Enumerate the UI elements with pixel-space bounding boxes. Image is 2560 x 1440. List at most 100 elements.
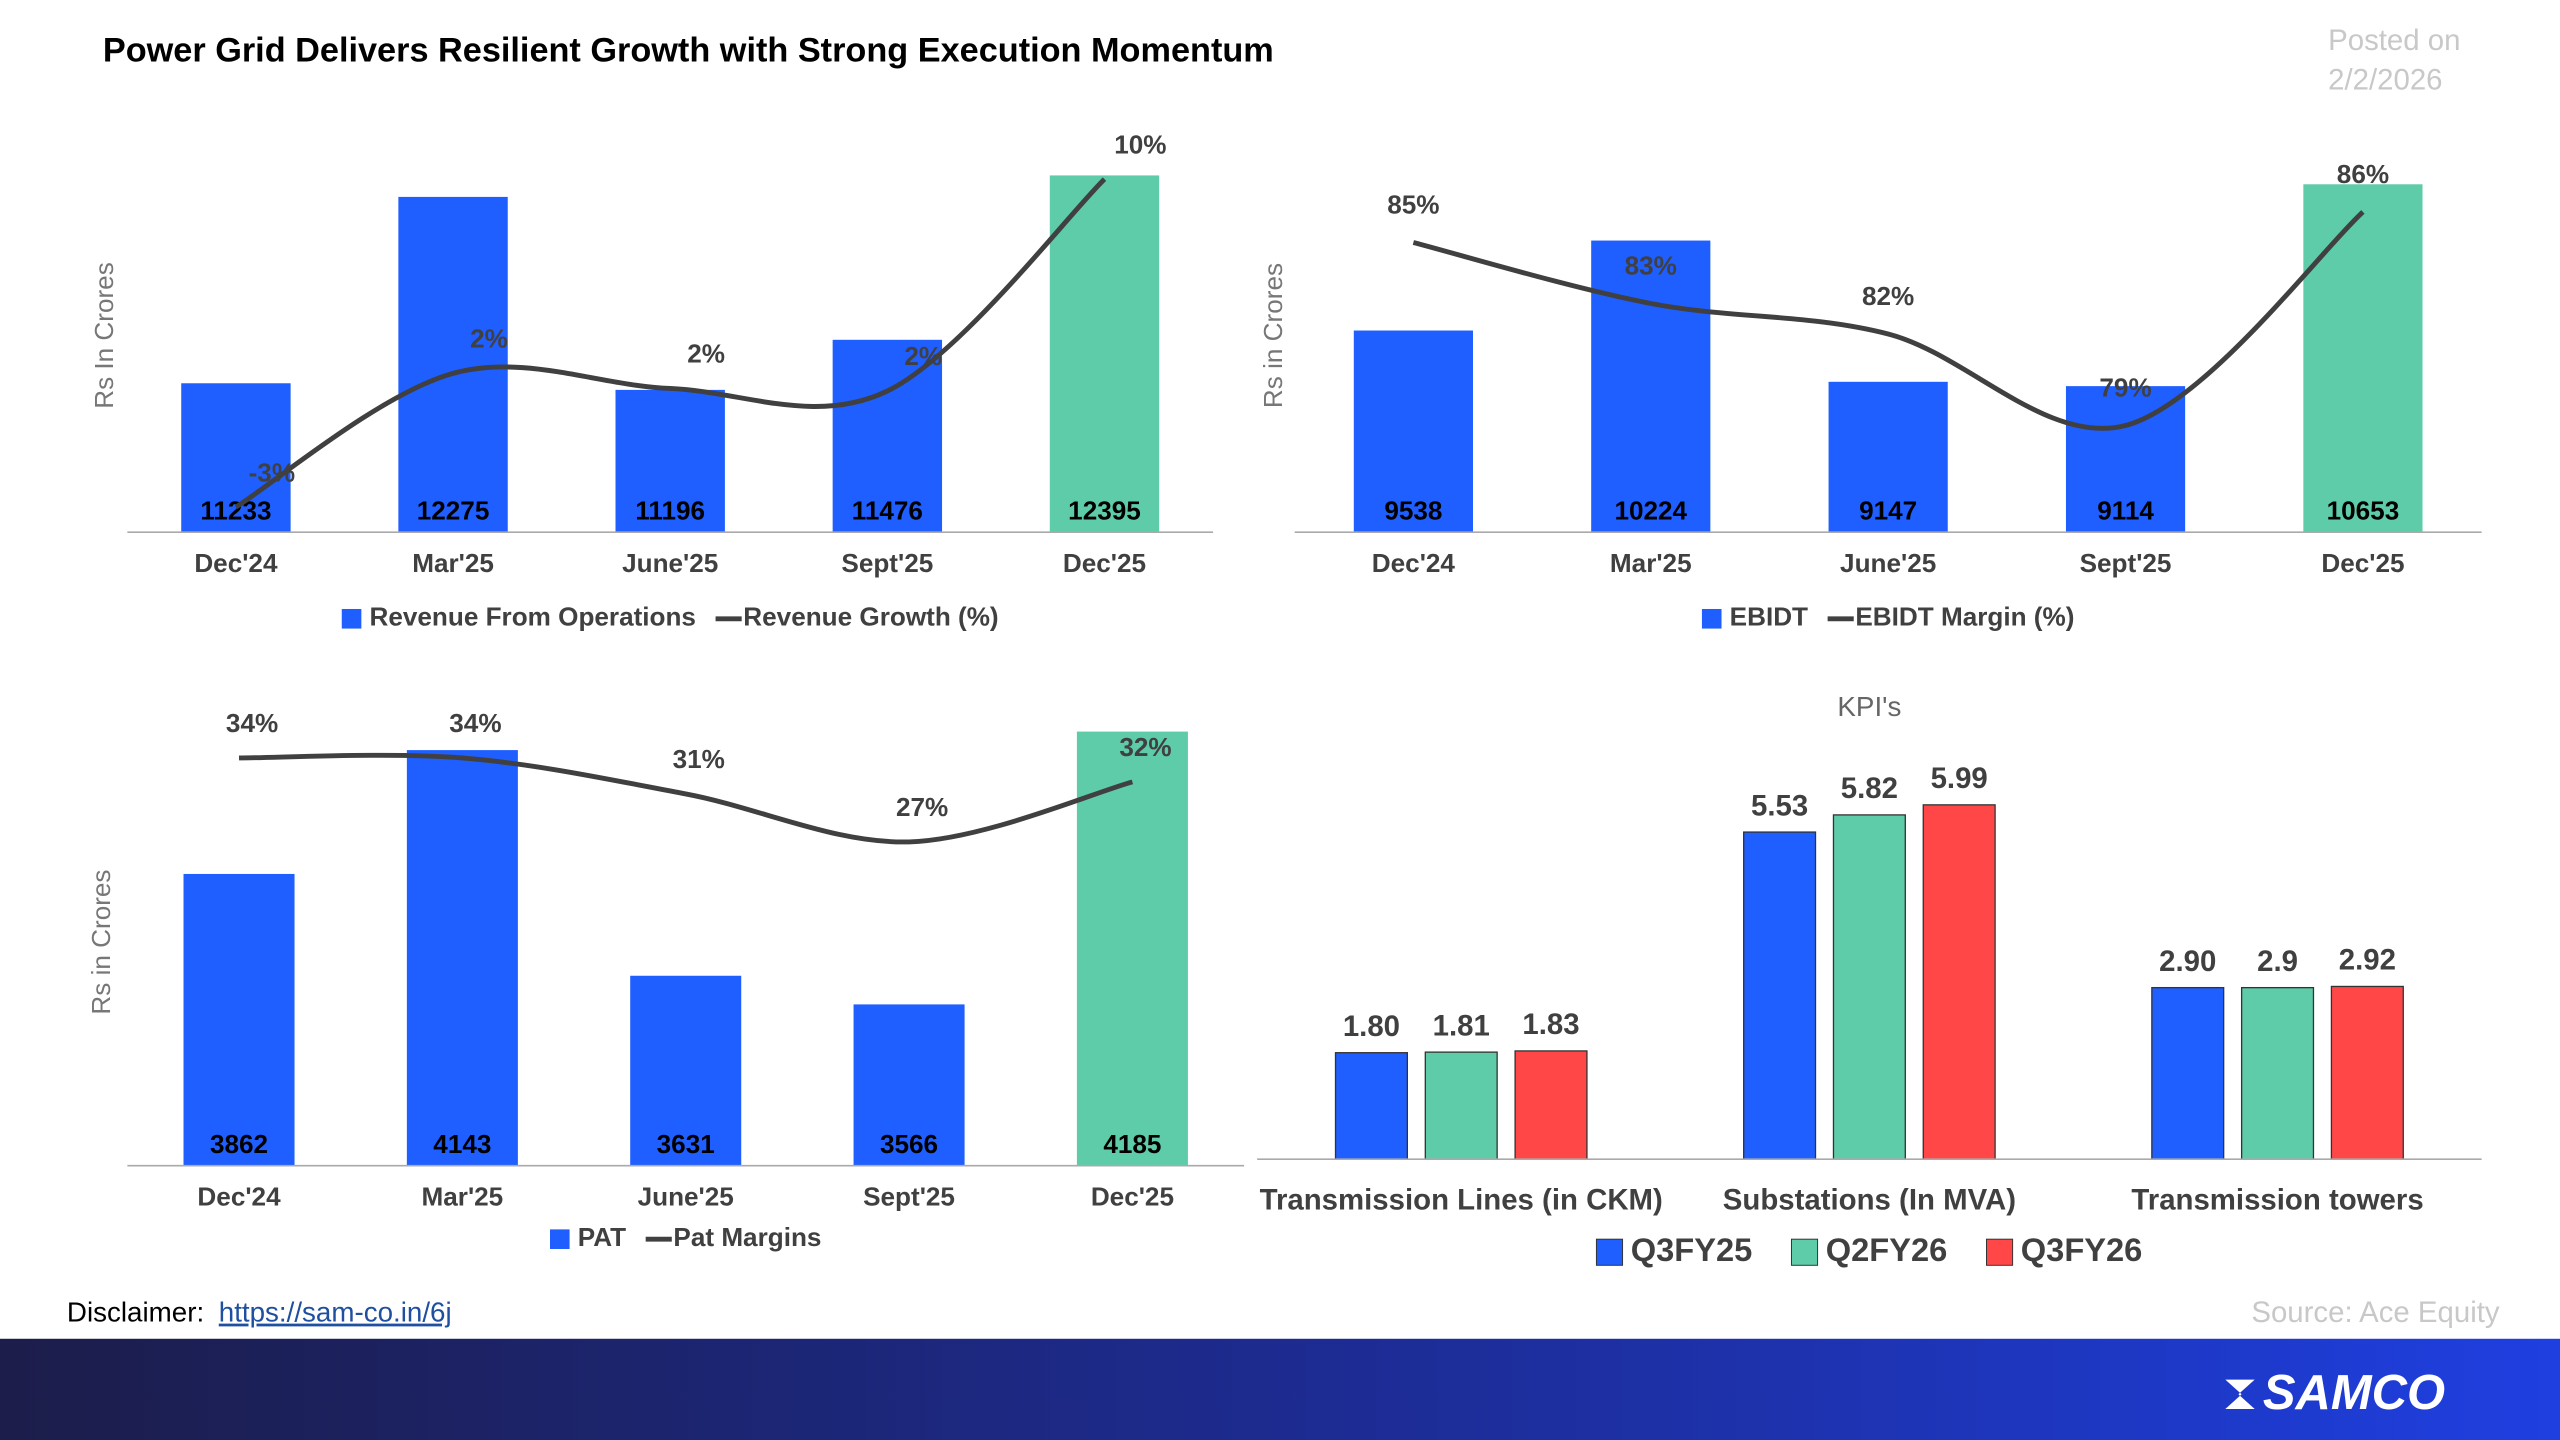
x-tick-label: Sept'25 xyxy=(841,548,933,578)
x-tick-label: Dec'24 xyxy=(194,548,278,578)
bar xyxy=(1514,1050,1588,1160)
bar xyxy=(2151,986,2225,1160)
legend-label: Revenue From Operations xyxy=(370,602,696,632)
bar-label: 10224 xyxy=(1614,496,1687,526)
footer-band xyxy=(0,1338,2560,1440)
x-tick-label: June'25 xyxy=(1840,548,1936,578)
source: Source: Ace Equity xyxy=(2251,1296,2500,1329)
y-axis-title: Rs In Crores xyxy=(89,262,119,409)
bar-label: 3631 xyxy=(657,1129,715,1159)
line-label: -3% xyxy=(249,457,295,487)
bar-label: 11196 xyxy=(635,496,705,526)
bar xyxy=(1076,731,1188,1166)
line-label: 34% xyxy=(226,708,278,738)
line-label: 83% xyxy=(1625,250,1677,280)
x-tick-label: June'25 xyxy=(622,548,718,578)
legend-label: Q3FY26 xyxy=(2021,1231,2143,1268)
x-tick-label: Transmission Lines (in CKM) xyxy=(1260,1183,1663,1216)
logo: SAMCO xyxy=(2263,1366,2445,1420)
bar-label: 4143 xyxy=(433,1129,491,1159)
bar xyxy=(832,339,943,533)
line-label: 82% xyxy=(1862,281,1914,311)
x-tick-label: Transmission towers xyxy=(2131,1183,2423,1216)
x-tick-label: Dec'24 xyxy=(197,1181,281,1211)
bar-label: 1.80 xyxy=(1343,1010,1400,1043)
y-axis-title: Rs in Crores xyxy=(1258,263,1288,408)
x-tick-label: Mar'25 xyxy=(1610,548,1692,578)
bar xyxy=(1743,831,1817,1160)
bar xyxy=(615,389,725,533)
line-label: 27% xyxy=(896,792,948,822)
bar-label: 9114 xyxy=(2097,496,2154,526)
legend: EBIDT EBIDT Margin (%) xyxy=(1701,602,2074,632)
bar-label: 1.81 xyxy=(1433,1009,1490,1042)
line-label: 86% xyxy=(2337,159,2389,189)
x-tick-label: Mar'25 xyxy=(422,1181,504,1211)
line-label: 2% xyxy=(687,339,725,369)
x-tick-label: Sept'25 xyxy=(2080,548,2172,578)
bar xyxy=(2065,386,2186,533)
line-label: 32% xyxy=(1119,732,1171,762)
posted-date: 2/2/2026 xyxy=(2328,63,2442,96)
legend-swatch xyxy=(1701,608,1722,629)
bar xyxy=(2303,184,2423,533)
bar xyxy=(630,975,742,1166)
legend-label: Revenue Growth (%) xyxy=(743,602,998,632)
bar xyxy=(1828,381,1948,533)
line-label: 10% xyxy=(1114,129,1166,159)
bar xyxy=(183,873,295,1166)
legend-label: EBIDT Margin (%) xyxy=(1855,602,2074,632)
x-tick-label: Dec'25 xyxy=(1091,1181,1174,1211)
x-tick-label: Dec'25 xyxy=(2321,548,2404,578)
x-tick-label: June'25 xyxy=(638,1181,734,1211)
legend-label: Pat Margins xyxy=(673,1222,821,1252)
bar xyxy=(1353,330,1473,533)
bar-label: 3566 xyxy=(880,1129,938,1159)
bar-label: 5.53 xyxy=(1751,789,1808,822)
bar-label: 9147 xyxy=(1859,496,1917,526)
bar-label: 5.82 xyxy=(1841,772,1898,805)
bar-label: 10653 xyxy=(2327,496,2400,526)
bar-label: 11476 xyxy=(852,496,923,526)
bar-label: 2.92 xyxy=(2339,944,2396,977)
bar xyxy=(853,1004,965,1166)
x-tick-label: Substations (In MVA) xyxy=(1723,1183,2016,1216)
bar xyxy=(2330,985,2404,1160)
bar-label: 2.9 xyxy=(2257,945,2298,978)
x-tick-label: Mar'25 xyxy=(412,548,494,578)
line xyxy=(1412,210,2365,431)
legend-label: Q3FY25 xyxy=(1631,1231,1753,1268)
legend-label: PAT xyxy=(578,1222,626,1252)
page-title: Power Grid Delivers Resilient Growth wit… xyxy=(103,31,1274,69)
bar xyxy=(1832,814,1906,1160)
logo-icon xyxy=(2225,1379,2255,1409)
legend-swatch xyxy=(1595,1238,1624,1266)
bar xyxy=(398,196,508,533)
bar xyxy=(406,750,518,1166)
disclaimer-label: Disclaimer: xyxy=(67,1297,204,1328)
x-tick-label: Sept'25 xyxy=(863,1181,955,1211)
legend: Revenue From Operations Revenue Growth (%… xyxy=(341,602,999,632)
legend-label: EBIDT xyxy=(1730,602,1808,632)
bar-label: 9538 xyxy=(1384,496,1442,526)
bar-label: 12395 xyxy=(1068,496,1141,526)
legend-swatch xyxy=(1986,1238,2014,1266)
bar-label: 3862 xyxy=(210,1129,268,1159)
bar xyxy=(181,383,291,533)
legend-swatch xyxy=(1790,1238,1819,1266)
y-axis-title: Rs in Crores xyxy=(86,869,116,1014)
bar-label: 4185 xyxy=(1103,1129,1161,1159)
x-tick-label: Dec'24 xyxy=(1372,548,1456,578)
line-label: 2% xyxy=(904,341,942,371)
line xyxy=(239,752,1134,845)
disclaimer-link[interactable]: https://sam-co.in/6j xyxy=(219,1297,452,1328)
bar-label: 5.99 xyxy=(1931,762,1988,795)
line-label: 34% xyxy=(449,708,501,738)
bar-label: 2.90 xyxy=(2159,945,2216,978)
bar-label: 11233 xyxy=(200,496,271,526)
bar xyxy=(1591,240,1711,533)
bar-label: 12275 xyxy=(417,496,490,526)
